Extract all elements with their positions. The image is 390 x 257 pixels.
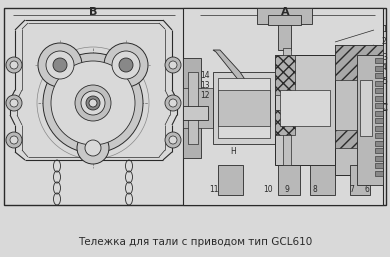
Bar: [213, 72, 275, 144]
Circle shape: [10, 136, 18, 144]
Bar: [335, 45, 383, 175]
Bar: [283, 48, 291, 165]
Bar: [357, 55, 383, 185]
Bar: [375, 103, 383, 108]
Bar: [375, 133, 383, 138]
Text: A: A: [281, 7, 289, 17]
Text: 13: 13: [200, 80, 210, 89]
Bar: [218, 90, 270, 126]
Circle shape: [77, 132, 109, 164]
Text: 14: 14: [200, 70, 210, 79]
Bar: [278, 22, 291, 50]
Text: 10: 10: [263, 186, 273, 195]
Bar: [375, 96, 383, 100]
Text: 7: 7: [349, 186, 355, 195]
Bar: [218, 165, 243, 195]
Bar: [188, 72, 198, 144]
Circle shape: [165, 57, 181, 73]
Bar: [375, 80, 383, 86]
Circle shape: [10, 61, 18, 69]
Bar: [4, 8, 386, 205]
Circle shape: [86, 96, 100, 110]
Bar: [218, 78, 270, 138]
Circle shape: [169, 136, 177, 144]
Circle shape: [85, 140, 101, 156]
Text: 8: 8: [313, 186, 317, 195]
Bar: [375, 148, 383, 153]
Bar: [375, 73, 383, 78]
Bar: [335, 45, 383, 80]
Bar: [183, 8, 383, 205]
Text: 5: 5: [382, 78, 387, 87]
Circle shape: [10, 99, 18, 107]
Polygon shape: [213, 50, 252, 92]
Circle shape: [46, 51, 74, 79]
Circle shape: [112, 51, 140, 79]
Bar: [375, 155, 383, 161]
Bar: [183, 106, 208, 120]
Circle shape: [104, 43, 148, 87]
Circle shape: [165, 95, 181, 111]
Bar: [375, 125, 383, 131]
Bar: [335, 130, 383, 148]
Bar: [257, 8, 312, 24]
Circle shape: [119, 58, 133, 72]
Bar: [375, 141, 383, 145]
Circle shape: [81, 91, 105, 115]
Bar: [375, 111, 383, 115]
Bar: [275, 55, 335, 165]
Circle shape: [75, 85, 111, 121]
Text: 4: 4: [382, 63, 387, 72]
Circle shape: [43, 53, 143, 153]
Bar: [278, 165, 300, 195]
Circle shape: [6, 57, 22, 73]
Circle shape: [53, 58, 67, 72]
Bar: [275, 55, 295, 95]
Circle shape: [169, 61, 177, 69]
Circle shape: [169, 99, 177, 107]
Circle shape: [165, 132, 181, 148]
Text: C: C: [380, 103, 388, 113]
Text: 9: 9: [285, 186, 289, 195]
Circle shape: [6, 132, 22, 148]
Text: 11: 11: [209, 186, 219, 195]
Text: B: B: [89, 7, 97, 17]
Bar: [275, 110, 295, 135]
Text: Тележка для тали с приводом тип GCL610: Тележка для тали с приводом тип GCL610: [78, 237, 312, 247]
Bar: [375, 118, 383, 123]
Circle shape: [89, 99, 97, 107]
Text: 2: 2: [382, 38, 387, 47]
Circle shape: [6, 95, 22, 111]
Text: H: H: [230, 148, 236, 157]
Bar: [375, 66, 383, 70]
Bar: [183, 88, 213, 128]
Bar: [183, 58, 201, 158]
Bar: [350, 165, 370, 195]
Text: 12: 12: [200, 91, 210, 100]
Circle shape: [51, 61, 135, 145]
Bar: [375, 170, 383, 176]
Text: 1: 1: [382, 25, 387, 34]
Bar: [268, 15, 301, 25]
Bar: [280, 90, 330, 126]
Bar: [310, 165, 335, 195]
Bar: [375, 58, 383, 63]
Bar: [360, 80, 372, 136]
Text: 3: 3: [382, 53, 387, 62]
Text: 6: 6: [365, 186, 369, 195]
Bar: [375, 88, 383, 93]
Circle shape: [38, 43, 82, 87]
Bar: [375, 163, 383, 168]
